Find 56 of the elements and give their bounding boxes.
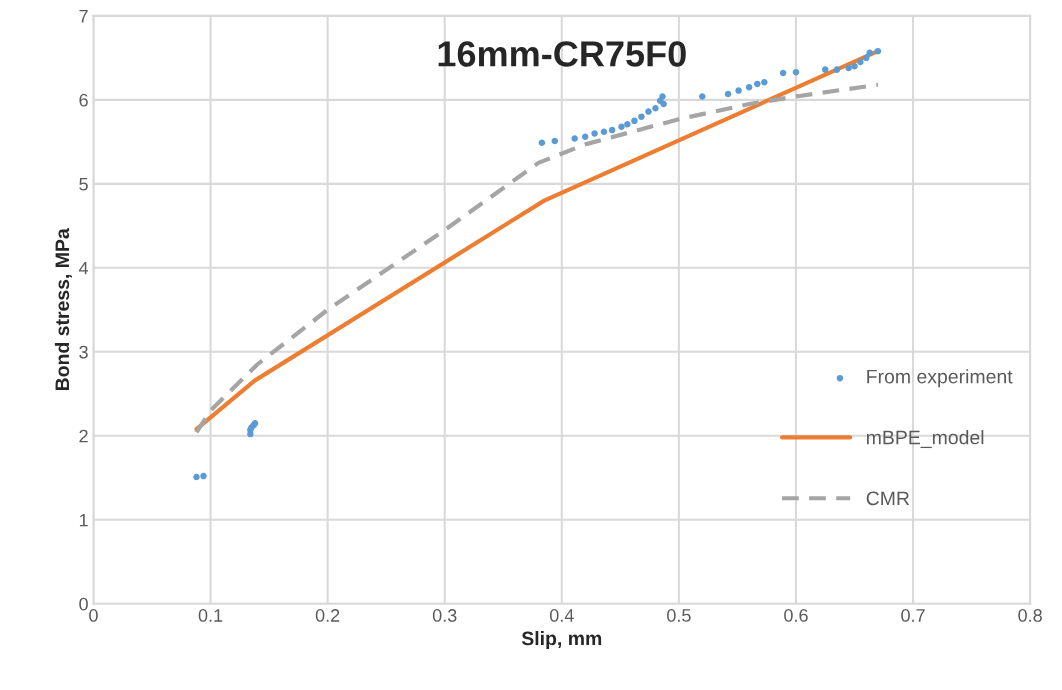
point [761, 78, 768, 86]
point [724, 90, 732, 98]
point [591, 130, 598, 137]
x-tick-label: 0.4 [549, 609, 574, 622]
y-tick-label: 5 [79, 177, 88, 191]
point [699, 93, 706, 100]
legend-label: From experiment [867, 369, 1013, 388]
y-axis-title: Bond stress, MPa [54, 228, 72, 391]
y-tick-label: 7 [79, 9, 88, 23]
point [735, 87, 742, 94]
point [645, 108, 652, 115]
point [792, 68, 800, 76]
x-tick-label: 0.6 [784, 609, 808, 622]
point [652, 104, 659, 112]
x-axis-title: Slip, mm [521, 631, 602, 650]
y-tick-label: 4 [78, 261, 89, 275]
point [193, 473, 200, 481]
point [845, 64, 852, 72]
point [874, 47, 882, 55]
x-tick-label: 0.5 [667, 609, 691, 622]
legend-label: mBPE_model [866, 430, 984, 449]
legend-label: CMR [866, 491, 910, 506]
point [581, 133, 589, 141]
point [571, 135, 578, 142]
point [833, 66, 841, 73]
x-tick-label: 0 [89, 609, 98, 622]
point [754, 80, 761, 88]
y-tick-label: 1 [79, 513, 88, 527]
point [538, 139, 546, 146]
point [821, 66, 829, 73]
point [660, 100, 667, 108]
x-tick-label: 0.2 [315, 609, 340, 622]
point [638, 113, 645, 120]
point [857, 58, 864, 66]
point [862, 54, 870, 62]
x-tick-label: 0.7 [901, 609, 925, 622]
point [866, 49, 873, 57]
point [551, 137, 559, 145]
point [200, 472, 207, 480]
y-tick-label: 6 [79, 93, 88, 107]
x-tick-label: 0.8 [1018, 609, 1042, 622]
point [608, 126, 616, 134]
text: 16mm-CR75F0 [438, 41, 686, 67]
point [631, 117, 638, 125]
point [624, 120, 631, 128]
y-tick-label: 0 [79, 597, 88, 611]
point [851, 63, 858, 70]
y-tick-label: 2 [79, 429, 88, 443]
point [779, 69, 787, 77]
x-tick-label: 0.1 [198, 609, 223, 622]
x-tick-label: 0.3 [432, 609, 457, 622]
point [659, 93, 666, 100]
point [618, 123, 625, 130]
point [600, 128, 608, 136]
y-tick-label: 3 [79, 345, 88, 359]
point [745, 84, 753, 91]
